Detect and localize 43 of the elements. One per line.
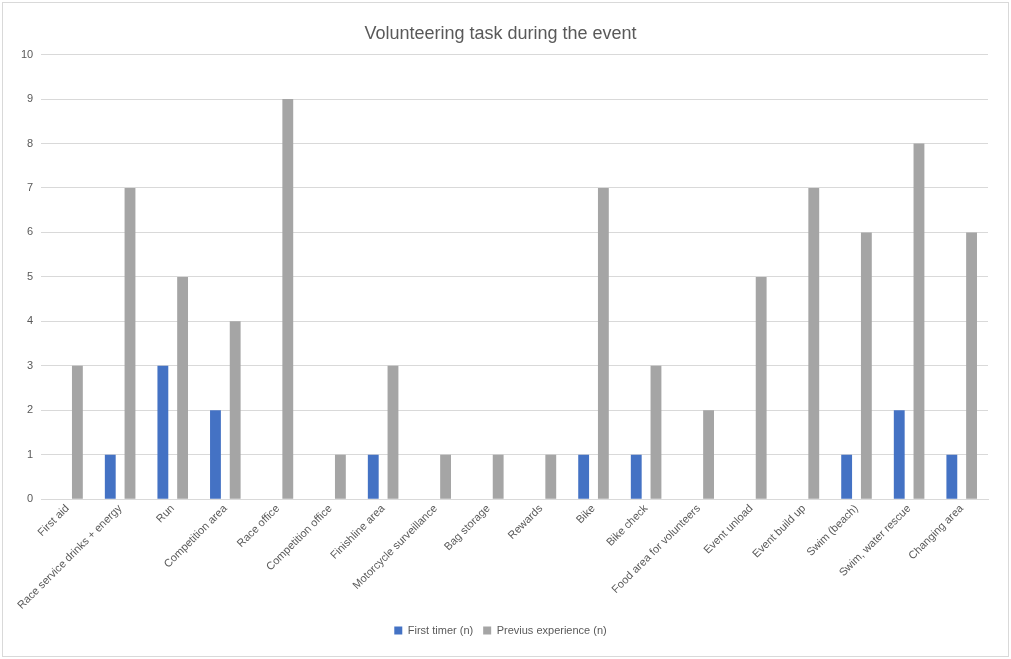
bar	[492, 454, 504, 499]
bar	[177, 276, 189, 499]
bar	[913, 143, 925, 499]
y-tick-label: 7	[27, 181, 34, 193]
bar	[946, 454, 958, 499]
bar	[755, 276, 767, 499]
y-tick-label: 2	[27, 403, 34, 416]
bar	[334, 454, 346, 499]
bar	[440, 454, 452, 499]
bar	[71, 365, 83, 499]
y-tick-label: 4	[27, 314, 34, 327]
y-tick-label: 8	[27, 136, 34, 149]
legend-label: First timer (n)	[407, 623, 474, 636]
y-tick-label: 9	[27, 92, 34, 105]
y-tick-label: 6	[27, 225, 34, 238]
bar	[157, 365, 169, 499]
bar	[966, 232, 977, 499]
y-tick-label: 10	[20, 47, 34, 60]
y-tick-label: 0	[27, 492, 34, 505]
bar	[367, 454, 379, 499]
bar	[650, 365, 662, 499]
bar	[387, 365, 399, 499]
bar	[893, 410, 905, 499]
bar	[703, 410, 714, 499]
bar	[282, 99, 294, 499]
x-tick-label: Bike	[573, 501, 598, 526]
y-tick-label: 5	[27, 269, 34, 282]
bar	[229, 321, 241, 499]
bar	[630, 454, 642, 499]
bar	[210, 410, 221, 499]
bar	[104, 454, 116, 499]
y-tick-label: 1	[27, 447, 34, 460]
bar	[808, 187, 820, 499]
bar	[578, 454, 590, 499]
y-tick-label: 3	[27, 358, 34, 371]
bar	[841, 454, 853, 499]
legend-label: Previus experience (n)	[496, 623, 607, 636]
bar	[597, 187, 609, 499]
chart-title: Volunteering task during the event	[364, 22, 637, 43]
bar	[860, 232, 872, 499]
bar	[545, 454, 557, 499]
bar	[124, 187, 136, 499]
x-tick-label: Run	[153, 501, 177, 525]
